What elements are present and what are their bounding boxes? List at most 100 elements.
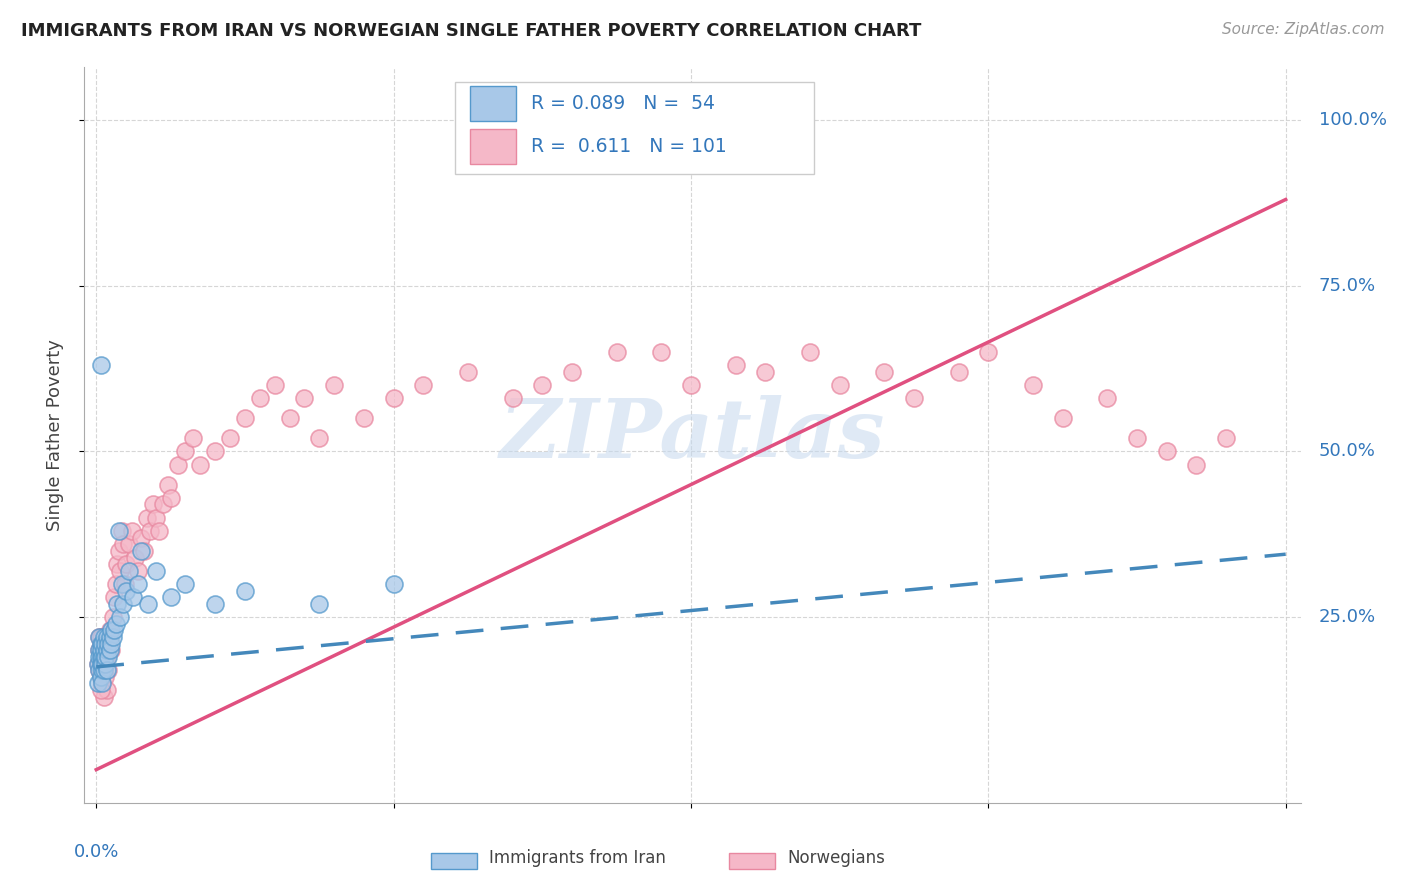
Point: [89, 643, 111, 657]
Text: IMMIGRANTS FROM IRAN VS NORWEGIAN SINGLE FATHER POVERTY CORRELATION CHART: IMMIGRANTS FROM IRAN VS NORWEGIAN SINGLE…: [21, 22, 921, 40]
Point: [457, 365, 479, 379]
Point: [93, 649, 115, 664]
Point: [93, 630, 115, 644]
Point: [181, 431, 204, 445]
Point: [114, 577, 136, 591]
Point: [1126, 431, 1149, 445]
Text: R =  0.611   N = 101: R = 0.611 N = 101: [530, 137, 727, 156]
Point: [91, 657, 114, 671]
Y-axis label: Single Father Poverty: Single Father Poverty: [45, 339, 63, 531]
Point: [353, 411, 375, 425]
Point: [105, 557, 128, 571]
Point: [382, 392, 405, 406]
Point: [87, 676, 110, 690]
Point: [124, 550, 146, 565]
Point: [91, 676, 114, 690]
Point: [263, 378, 285, 392]
Point: [93, 637, 115, 651]
Point: [118, 537, 141, 551]
Point: [382, 577, 405, 591]
Point: [94, 670, 117, 684]
Point: [93, 663, 115, 677]
Point: [89, 630, 111, 644]
Text: Immigrants from Iran: Immigrants from Iran: [489, 849, 666, 867]
Point: [98, 643, 121, 657]
Point: [91, 676, 114, 690]
Point: [159, 591, 181, 605]
Point: [96, 630, 118, 644]
Point: [93, 643, 115, 657]
Point: [561, 365, 583, 379]
Point: [89, 663, 111, 677]
Point: [93, 630, 115, 644]
Point: [650, 345, 672, 359]
FancyBboxPatch shape: [470, 129, 516, 164]
Point: [249, 392, 271, 406]
Point: [110, 524, 132, 538]
Point: [129, 544, 152, 558]
Point: [89, 663, 111, 677]
Point: [90, 643, 112, 657]
Point: [278, 411, 301, 425]
Point: [90, 637, 112, 651]
Point: [103, 624, 125, 638]
Point: [606, 345, 628, 359]
Point: [104, 616, 127, 631]
Point: [135, 510, 157, 524]
Text: 50.0%: 50.0%: [1319, 442, 1375, 460]
Point: [89, 630, 111, 644]
Text: 25.0%: 25.0%: [1319, 608, 1376, 626]
Point: [91, 637, 114, 651]
Point: [91, 657, 114, 671]
Point: [1052, 411, 1074, 425]
Point: [90, 643, 112, 657]
Point: [90, 630, 112, 644]
Point: [132, 544, 155, 558]
Point: [724, 358, 747, 372]
Point: [91, 643, 114, 657]
Point: [94, 649, 117, 664]
Point: [145, 510, 167, 524]
Point: [96, 649, 118, 664]
Point: [97, 649, 120, 664]
Point: [107, 544, 129, 558]
Point: [93, 663, 115, 677]
Point: [115, 557, 138, 571]
Point: [96, 643, 118, 657]
Point: [502, 392, 524, 406]
Point: [90, 670, 112, 684]
Point: [204, 597, 226, 611]
Point: [105, 597, 128, 611]
Point: [91, 657, 114, 671]
Point: [219, 431, 242, 445]
Point: [107, 524, 129, 538]
Point: [156, 477, 179, 491]
Point: [90, 663, 112, 677]
Point: [100, 637, 122, 651]
Point: [127, 564, 149, 578]
Point: [90, 358, 112, 372]
Point: [308, 431, 330, 445]
Point: [799, 345, 821, 359]
Point: [1022, 378, 1045, 392]
Point: [977, 345, 1000, 359]
Point: [1215, 431, 1237, 445]
Point: [91, 663, 114, 677]
Point: [90, 637, 112, 651]
Point: [101, 610, 124, 624]
FancyBboxPatch shape: [470, 86, 516, 121]
Point: [90, 649, 112, 664]
Point: [93, 649, 115, 664]
Point: [139, 524, 162, 538]
Point: [754, 365, 776, 379]
Point: [111, 597, 134, 611]
Point: [127, 577, 149, 591]
Point: [87, 657, 110, 671]
Text: 0.0%: 0.0%: [73, 843, 120, 862]
Point: [108, 610, 131, 624]
Point: [91, 676, 114, 690]
Point: [98, 630, 121, 644]
Point: [118, 564, 141, 578]
Point: [903, 392, 925, 406]
Point: [90, 649, 112, 664]
